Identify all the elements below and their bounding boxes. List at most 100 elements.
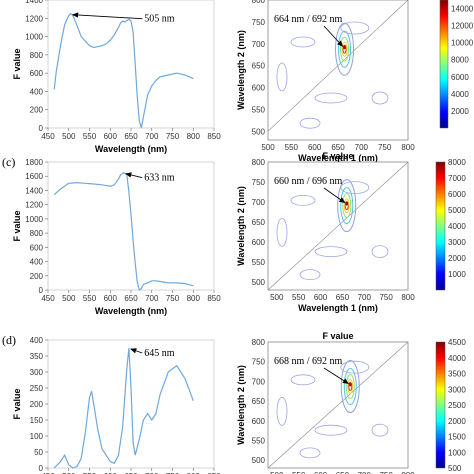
plot-frame xyxy=(267,0,409,141)
colorbar-tick-label: 7000 xyxy=(448,174,466,183)
colorbar-tick-label: 4000 xyxy=(448,354,466,363)
x-tick-label: 550 xyxy=(83,294,97,303)
colorbar-tick-label: 500 xyxy=(448,464,462,473)
x-tick-label: 850 xyxy=(207,472,221,474)
y-tick-label: 750 xyxy=(252,358,266,367)
contour-ring xyxy=(276,62,288,92)
contour-panel-3: 500 550 600 650 700 750 800 500 550 600 650 700 750 8… xyxy=(236,151,466,313)
annotation-arrow xyxy=(323,25,344,47)
contour-ring xyxy=(345,374,355,400)
x-tick-label: 500 xyxy=(270,293,284,302)
annotation-arrow xyxy=(125,172,143,179)
y-tick-label: 600 xyxy=(30,69,44,78)
x-tick-label: 700 xyxy=(145,472,159,474)
x-tick-label: 650 xyxy=(124,472,138,474)
annotation-arrow xyxy=(323,367,350,385)
y-tick-label: 1200 xyxy=(25,14,43,23)
x-tick-label: 450 xyxy=(41,294,55,303)
y-tick-label: 800 xyxy=(252,158,266,167)
peak-annotation: 505 nm xyxy=(144,14,175,25)
colorbar-tick-label: 5000 xyxy=(448,206,466,215)
y-tick-label: 550 xyxy=(252,436,266,445)
colorbar xyxy=(439,0,449,129)
annotation-arrow xyxy=(323,187,346,204)
x-tick-label: 500 xyxy=(62,294,76,303)
y-tick-label: 650 xyxy=(252,62,266,71)
diagonal-line xyxy=(267,341,409,469)
contour-ring xyxy=(340,21,370,35)
contour-ring xyxy=(290,194,316,206)
y-tick-label: 600 xyxy=(252,238,266,247)
line-chart-panel-2: 450 500 550 600 650 700 750 800 850 0 200 400 600 800… xyxy=(2,155,221,316)
y-tick-label: 400 xyxy=(30,336,44,345)
y-tick-label: 0 xyxy=(39,464,44,473)
x-tick-label: 500 xyxy=(270,471,284,474)
x-tick-label: 600 xyxy=(104,132,118,141)
spectrum-line xyxy=(53,12,194,129)
y-axis-label: F value xyxy=(12,48,22,79)
y-tick-label: 500 xyxy=(252,127,266,136)
y-tick-label: 400 xyxy=(30,87,44,96)
colorbar-tick-label: 2000 xyxy=(448,254,466,263)
y-tick-label: 350 xyxy=(30,352,44,361)
x-tick-label: 600 xyxy=(314,293,328,302)
contour-ring xyxy=(343,368,357,406)
y-tick-label: 1600 xyxy=(25,172,43,181)
colorbar-tick-label: 8000 xyxy=(451,56,469,65)
y-axis-label: Wavelength 2 (nm) xyxy=(236,365,246,445)
x-tick-label: 850 xyxy=(207,132,221,141)
y-tick-label: 200 xyxy=(30,106,44,115)
peak-marker xyxy=(343,45,346,50)
diagonal-line xyxy=(267,161,409,291)
x-tick-label: 800 xyxy=(187,132,201,141)
y-tick-label: 100 xyxy=(30,432,44,441)
y-tick-label: 200 xyxy=(30,272,44,281)
y-tick-label: 800 xyxy=(30,229,44,238)
x-tick-label: 700 xyxy=(145,132,159,141)
plot-frame xyxy=(47,339,215,469)
x-tick-label: 600 xyxy=(308,143,322,152)
plot-frame xyxy=(47,0,215,129)
y-tick-label: 600 xyxy=(30,243,44,252)
line-chart-panel-0: 450 500 550 600 650 700 750 800 850 0 200 400 600 800… xyxy=(12,0,221,154)
x-tick-label: 450 xyxy=(41,472,55,474)
y-tick-label: 250 xyxy=(30,384,44,393)
peak-annotation: 633 nm xyxy=(144,173,175,184)
y-tick-label: 500 xyxy=(252,278,266,287)
x-tick-label: 800 xyxy=(401,471,415,474)
x-axis-label: Wavelength 1 (nm) xyxy=(298,153,378,163)
x-tick-label: 750 xyxy=(379,471,393,474)
x-tick-label: 700 xyxy=(358,471,372,474)
contour-ring xyxy=(347,379,354,395)
colorbar-tick-label: 4000 xyxy=(448,222,466,231)
contour-ring xyxy=(340,187,354,225)
peak-marker xyxy=(349,382,352,387)
colorbar xyxy=(435,341,446,469)
contour-ring xyxy=(314,92,348,104)
y-tick-label: 150 xyxy=(30,416,44,425)
x-tick-label: 600 xyxy=(104,294,118,303)
colorbar-tick-label: 6000 xyxy=(451,73,469,82)
panel-label: (c) xyxy=(2,155,15,169)
line-chart-panel-4: 450 500 550 600 650 700 750 800 850 0 50 100 150 200 2… xyxy=(2,333,221,474)
y-tick-label: 800 xyxy=(30,51,44,60)
y-tick-label: 650 xyxy=(252,397,266,406)
x-tick-label: 750 xyxy=(166,132,180,141)
y-tick-label: 0 xyxy=(39,286,44,295)
y-tick-label: 550 xyxy=(252,105,266,114)
contour-ring xyxy=(371,423,389,437)
y-tick-label: 700 xyxy=(252,40,266,49)
x-tick-label: 800 xyxy=(187,472,201,474)
colorbar-tick-label: 1000 xyxy=(448,270,466,279)
contour-panel-5: 500 550 600 650 700 750 800 500 550 600 650 700 750 8… xyxy=(236,331,466,474)
y-tick-label: 700 xyxy=(252,377,266,386)
contour-ring xyxy=(371,91,389,105)
colorbar-tick-label: 2000 xyxy=(448,417,466,426)
spectrum-line xyxy=(53,347,194,469)
y-tick-label: 600 xyxy=(252,417,266,426)
colorbar-tick-label: 1000 xyxy=(448,448,466,457)
x-tick-label: 600 xyxy=(104,472,118,474)
contour-ring xyxy=(290,374,316,386)
y-axis-label: Wavelength 2 (nm) xyxy=(236,30,246,110)
